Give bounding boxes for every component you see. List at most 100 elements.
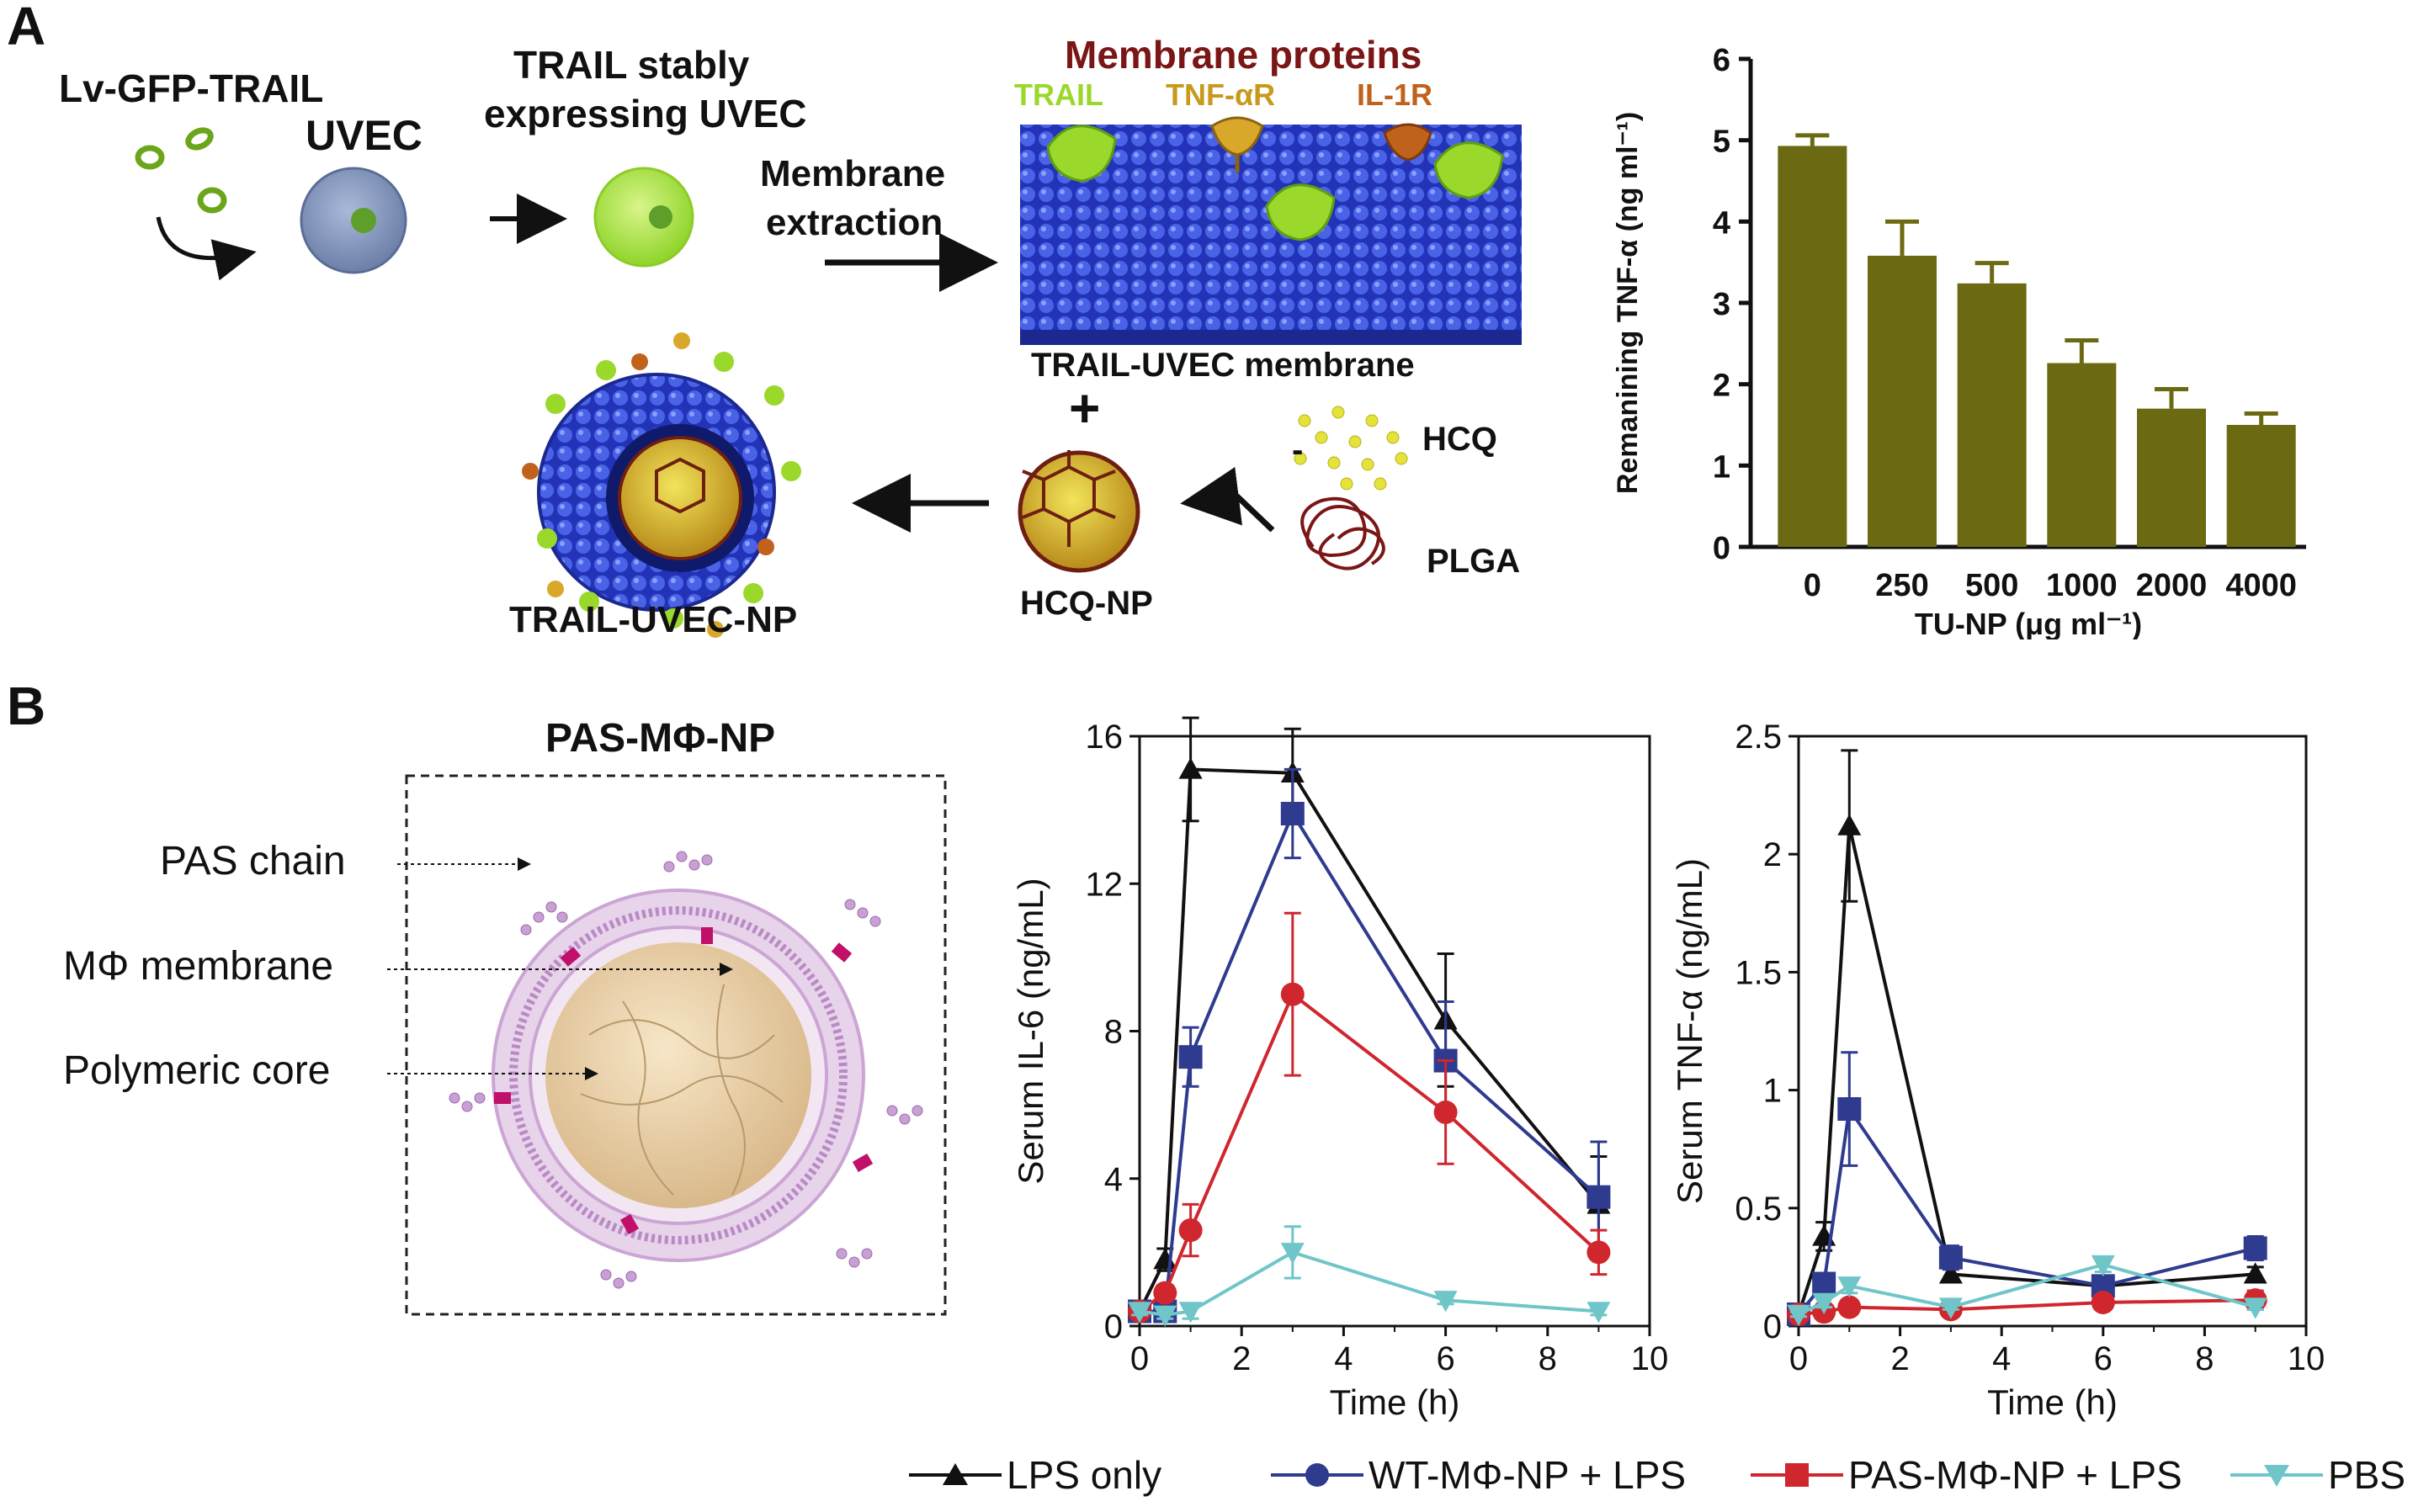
y-tick-label: 2 [1713, 369, 1730, 404]
legend-item: PBS [2230, 1446, 2405, 1504]
series-line [1797, 1104, 2256, 1316]
data-point [1812, 1292, 1836, 1314]
trail-stably-label-line2: expressing UVEC [484, 92, 807, 135]
y-tick-label: 2.5 [1735, 719, 1782, 756]
data-point [1938, 1262, 1963, 1284]
series-line [1798, 1298, 2256, 1316]
trail-uvec-membrane-label: TRAIL-UVEC membrane [1031, 347, 1415, 384]
data-point [1938, 1297, 1963, 1319]
plus-sign: + [1069, 378, 1101, 438]
plot-frame [1797, 735, 2308, 1328]
x-tick-label: 2000 [2136, 568, 2208, 603]
x-tick-label: 500 [1965, 568, 2018, 603]
bar [2047, 363, 2117, 547]
hcq-icon [1294, 406, 1408, 491]
y-tick-label: 1 [1713, 449, 1730, 485]
legend-item: WT-MΦ-NP + LPS [1271, 1446, 1686, 1504]
x-tick-label: 2 [1232, 1340, 1251, 1377]
data-point [1787, 1304, 1810, 1326]
uvec-label: UVEC [306, 112, 423, 159]
membrane-proteins-title: Membrane proteins [1065, 33, 1422, 77]
bar [2226, 425, 2296, 547]
panel-label-b: B [7, 676, 46, 736]
x-tick-label: 4 [1992, 1340, 2011, 1377]
x-tick-label: 6 [2094, 1340, 2113, 1377]
pas-chain-icon [494, 927, 874, 1235]
data-point [1153, 1248, 1177, 1270]
pas-mphi-np-title: PAS-MΦ-NP [545, 716, 776, 761]
legend-label: PAS-MΦ-NP + LPS [1848, 1453, 2182, 1497]
schematic-b-graphics [387, 774, 947, 1316]
x-axis-title: Time (h) [1987, 1382, 2118, 1422]
x-tick-label: 0 [1130, 1340, 1149, 1377]
x-tick-label: 250 [1875, 568, 1928, 603]
hcq-np-icon [1018, 450, 1140, 573]
x-tick-label: 4000 [2225, 568, 2297, 603]
x-tick-label: 0 [1789, 1340, 1808, 1377]
data-point [1587, 1240, 1611, 1265]
data-point [1837, 1097, 1862, 1122]
data-point [2091, 1255, 2115, 1277]
x-tick-label: 8 [1539, 1340, 1557, 1377]
x-tick-label: 8 [2195, 1340, 2214, 1377]
series-line [1797, 825, 2256, 1315]
y-tick-label: 0 [1713, 531, 1730, 566]
data-point [1433, 1100, 1458, 1124]
membrane-slab-icon [1020, 116, 1522, 345]
lv-gfp-trail-label: Lv-GFP-TRAIL [59, 66, 324, 110]
y-tick-label: 0.5 [1735, 1191, 1782, 1228]
y-axis-title: Serum TNF-α (ng/mL) [1671, 858, 1709, 1204]
y-tick-label: 4 [1713, 205, 1730, 241]
trail-uvec-np-icon [522, 332, 801, 638]
y-tick-label: 2 [1763, 836, 1782, 873]
y-tick-label: 0 [1104, 1308, 1123, 1345]
protein-il1r-label: IL-1R [1357, 77, 1432, 112]
bar [2137, 408, 2206, 547]
x-axis-title: Time (h) [1330, 1382, 1460, 1422]
data-point [1938, 1245, 1963, 1270]
svg-text:-: - [1292, 432, 1303, 469]
membrane-extraction-line1: Membrane [760, 153, 946, 194]
tnf-line-chart: 0 2 4 6 8 10 0 0.5 1 1.5 2 2.5 Time (h) Serum TNF-α (… [1671, 719, 2325, 1422]
plga-icon [1300, 496, 1385, 570]
data-point [1587, 1302, 1611, 1324]
data-point [1153, 1281, 1177, 1305]
y-tick-label: 1.5 [1735, 954, 1782, 991]
data-point [1280, 1243, 1305, 1265]
legend-label: LPS only [1007, 1453, 1162, 1497]
polymeric-core-icon [545, 942, 811, 1208]
series-line [1140, 809, 1600, 1313]
polymeric-core-label: Polymeric core [63, 1048, 331, 1093]
schematic-a-graphics: - [135, 116, 1522, 638]
legend-marker-wt [1271, 1463, 1363, 1487]
y-axis-title: Remanining TNF-α (ng ml⁻¹) [1612, 112, 1644, 494]
data-point [1128, 1302, 1151, 1324]
membrane-extraction-line2: extraction [766, 202, 943, 243]
data-point [2243, 1236, 2267, 1260]
plot-frame [1138, 735, 1651, 1328]
legend-marker-pas [1751, 1463, 1843, 1487]
data-point [2091, 1290, 2115, 1314]
y-axis-title: Serum IL-6 (ng/mL) [1011, 878, 1050, 1184]
data-point [2243, 1297, 2267, 1319]
data-point [1178, 1045, 1203, 1069]
series-legend: LPS only WT-MΦ-NP + LPS PAS-MΦ-NP + LPS … [909, 1446, 2407, 1504]
protein-tnfr-label: TNF-αR [1166, 77, 1276, 112]
x-tick-label: 2 [1890, 1340, 1909, 1377]
bar [1957, 283, 2027, 547]
data-point [1178, 1218, 1203, 1243]
data-point [1280, 982, 1305, 1006]
x-tick-label: 6 [1436, 1340, 1454, 1377]
series-line [1139, 1250, 1599, 1317]
y-tick-label: 6 [1713, 43, 1730, 78]
panel-label-a: A [7, 0, 46, 56]
y-tick-label: 4 [1104, 1161, 1123, 1198]
data-point [2243, 1262, 2267, 1284]
il6-line-chart: 0 2 4 6 8 10 0 4 8 12 16 Time (h) Serum IL-6 (ng/mL) [1011, 716, 1668, 1422]
data-point [1587, 1185, 1611, 1209]
mphi-membrane-label: MΦ membrane [63, 944, 334, 989]
series-line [1138, 767, 1600, 1313]
x-tick-label: 1000 [2046, 568, 2118, 603]
protein-trail-label: TRAIL [1014, 77, 1103, 112]
pas-chain-label: PAS chain [160, 839, 346, 883]
